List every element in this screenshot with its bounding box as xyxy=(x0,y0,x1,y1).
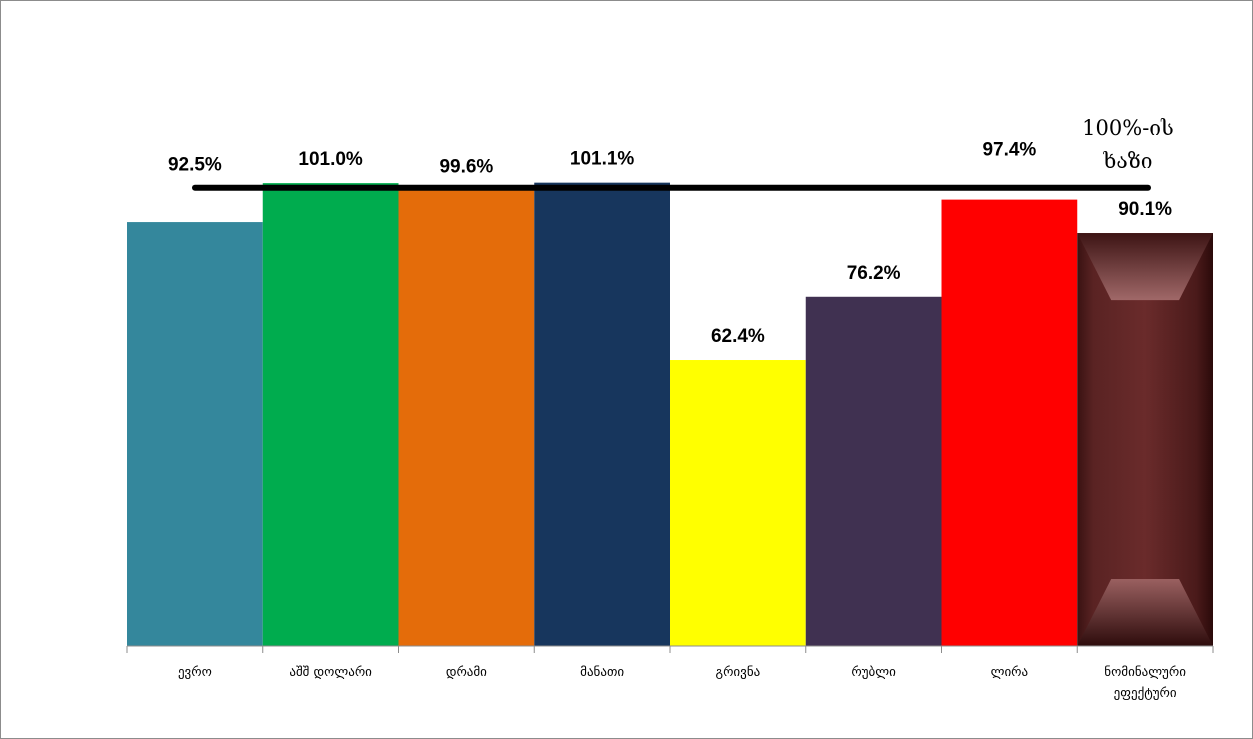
data-label-4: 101.1% xyxy=(570,149,635,170)
category-label-line: ეფექტური xyxy=(1114,686,1177,701)
category-label-5: გრივნა xyxy=(716,665,761,680)
category-label-6: რუბლი xyxy=(851,665,896,680)
category-label-2: აშშ დოლარი xyxy=(289,665,372,680)
data-label-2: 101.0% xyxy=(298,149,363,170)
category-label-line: აშშ დოლარი xyxy=(289,665,372,680)
data-label-1: 92.5% xyxy=(168,155,222,176)
bar-1 xyxy=(127,222,263,646)
data-label-7: 97.4% xyxy=(982,140,1036,161)
category-label-3: დრამი xyxy=(446,665,487,680)
category-label-8: ნომინალური ეფექტური xyxy=(1104,665,1186,701)
category-label-line: ნომინალური xyxy=(1104,665,1186,680)
category-label-1: ევრო xyxy=(178,665,212,680)
bar-3 xyxy=(398,189,535,646)
category-label-line: დრამი xyxy=(446,665,487,680)
x-axis xyxy=(126,645,1214,653)
reference-line-note: 100%-ის ხაზი xyxy=(1082,116,1174,173)
data-label-6: 76.2% xyxy=(847,263,901,284)
category-label-line: ევრო xyxy=(178,665,212,680)
reference-line-label: 100%-ის ხაზი xyxy=(1082,116,1174,173)
category-label-line: მანათი xyxy=(580,665,624,680)
bar-body xyxy=(1077,233,1213,646)
bar-bevel-top xyxy=(1077,233,1213,301)
data-label-3: 99.6% xyxy=(439,157,493,178)
bar-2 xyxy=(262,183,399,646)
bar-5 xyxy=(670,360,806,646)
bars-layer xyxy=(127,182,1213,647)
data-labels-layer: 92.5% 101.0% 99.6% 101.1% 62.4% 76.2% 97.4% 90.… xyxy=(168,140,1172,347)
category-label-line: ლირა xyxy=(991,665,1029,680)
bar-7 xyxy=(941,199,1078,647)
bar-6 xyxy=(805,296,942,646)
reference-line-label-line: 100%-ის xyxy=(1082,116,1174,140)
category-label-line: რუბლი xyxy=(851,665,896,680)
bar-bevel-bottom xyxy=(1077,579,1213,646)
data-label-5: 62.4% xyxy=(711,326,765,347)
category-label-4: მანათი xyxy=(580,665,624,680)
bar-4 xyxy=(534,182,670,647)
category-label-line: გრივნა xyxy=(716,665,761,680)
data-label-8: 90.1% xyxy=(1118,199,1172,220)
reference-line-label-line: ხაზი xyxy=(1103,149,1153,173)
category-labels-layer: ევრო აშშ დოლარი დრამი მანათი გრივნა რუბლი ლირა… xyxy=(178,665,1186,701)
bar-8 xyxy=(1077,233,1213,646)
category-label-7: ლირა xyxy=(991,665,1029,680)
